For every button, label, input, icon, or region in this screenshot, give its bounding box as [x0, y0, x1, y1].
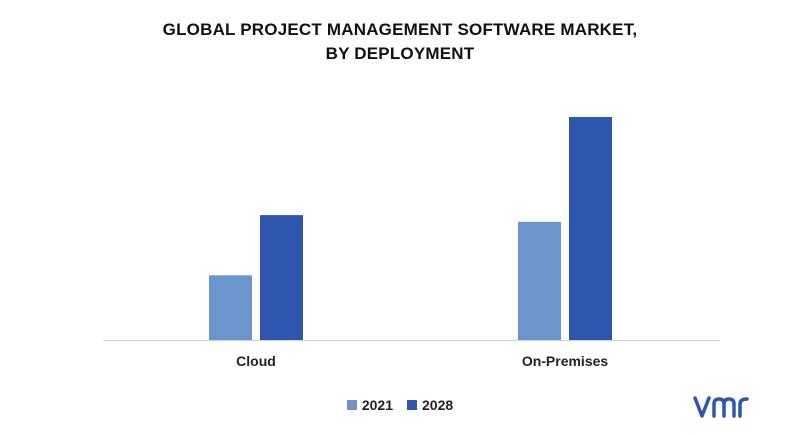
- chart-title-line-1: GLOBAL PROJECT MANAGEMENT SOFTWARE MARKE…: [162, 20, 638, 39]
- legend-swatch-2021: [346, 400, 357, 410]
- bar-cloud-2021: [209, 275, 252, 340]
- chart-legend: 2021 2028: [0, 397, 800, 413]
- legend-item-2021: 2021: [346, 397, 393, 413]
- legend-swatch-2028: [407, 400, 417, 410]
- bar-on-premises-2021: [518, 221, 561, 340]
- legend-item-2028: 2028: [407, 397, 453, 413]
- bar-on-premises-2028: [569, 117, 612, 340]
- chart-title-line-2: BY DEPLOYMENT: [325, 44, 475, 63]
- x-tick-label-cloud: Cloud: [236, 353, 276, 369]
- legend-label-2021: 2021: [361, 397, 393, 413]
- bar-cloud-2028: [260, 215, 303, 340]
- vmr-logo-icon: [693, 396, 749, 418]
- legend-label-2028: 2028: [422, 397, 454, 413]
- chart-title: GLOBAL PROJECT MANAGEMENT SOFTWARE MARKE…: [0, 18, 800, 66]
- x-tick-label-on-premises: On-Premises: [522, 353, 609, 369]
